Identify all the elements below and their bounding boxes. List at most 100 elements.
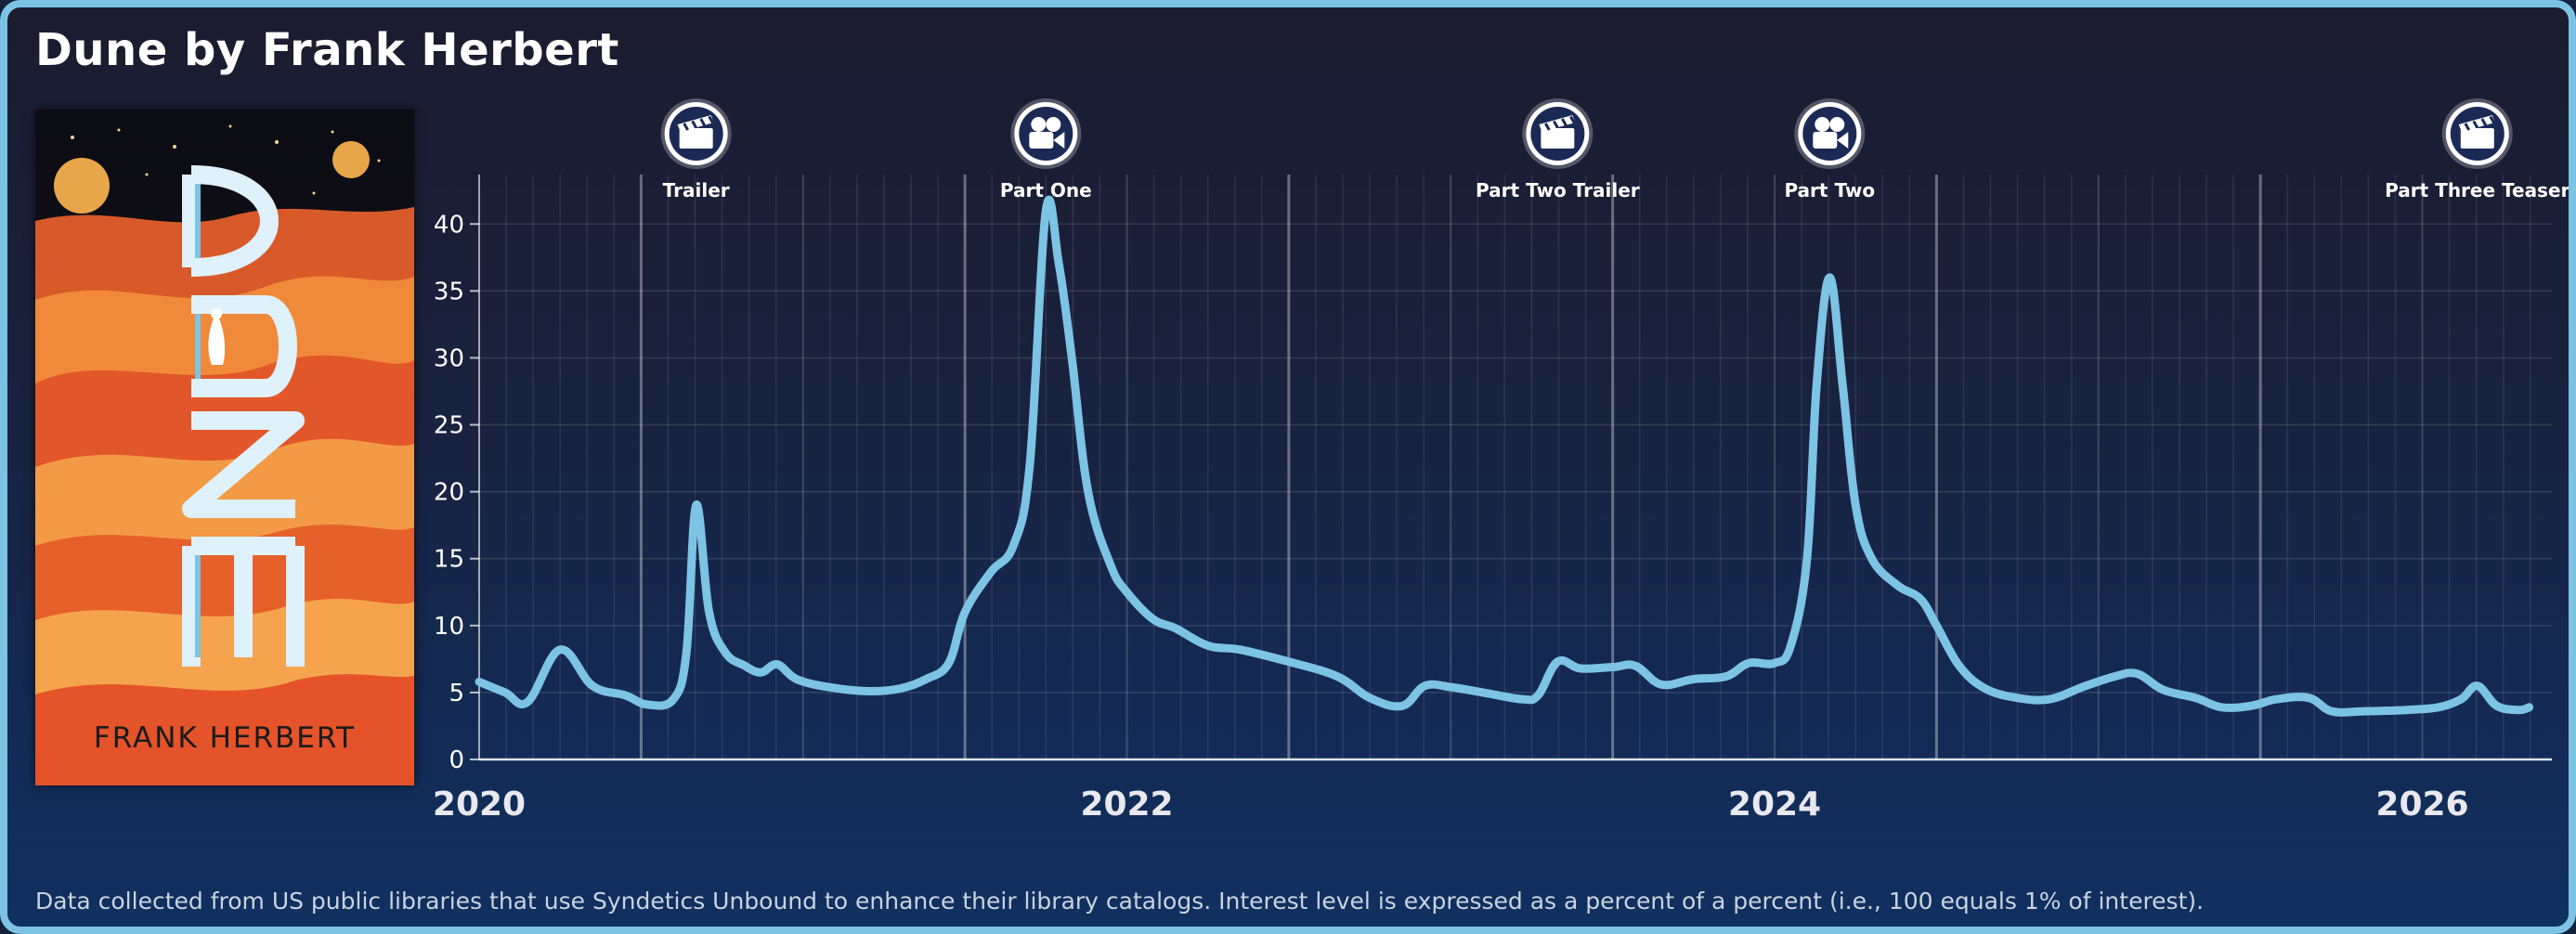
data-point xyxy=(1336,676,1338,678)
y-tick-label: 0 xyxy=(449,746,464,774)
data-point xyxy=(2363,710,2365,712)
clapper-stripe xyxy=(691,120,697,129)
chart-events: Trailer Part One Part Two Trailer Part Two P… xyxy=(660,98,2569,201)
y-tick-label: 5 xyxy=(449,680,464,707)
data-point xyxy=(1012,544,1014,546)
chart-grid xyxy=(479,175,2552,760)
data-point xyxy=(2477,685,2478,687)
y-tick-label: 10 xyxy=(434,613,464,641)
film-camera-icon xyxy=(1813,117,1849,149)
data-point xyxy=(1935,625,1937,627)
data-point xyxy=(1401,705,1403,707)
page-title: Dune by Frank Herbert xyxy=(35,24,619,76)
data-point xyxy=(2163,689,2164,691)
data-point xyxy=(624,694,626,696)
data-point xyxy=(744,665,746,667)
clapper-body xyxy=(1541,128,1575,149)
data-point xyxy=(1789,644,1791,646)
camera-reel xyxy=(1815,117,1830,132)
chart-series xyxy=(475,195,2534,717)
data-point xyxy=(2496,705,2498,707)
y-tick-label: 20 xyxy=(434,479,464,507)
clapper-stripe xyxy=(683,123,689,131)
clapper-stripe xyxy=(699,118,706,126)
data-point xyxy=(776,664,778,666)
data-point xyxy=(964,611,966,613)
clapper-stripe xyxy=(2472,120,2479,129)
camera-lens xyxy=(1837,132,1849,149)
y-tick-label: 25 xyxy=(434,412,464,440)
data-point xyxy=(2405,709,2407,711)
y-tick-label: 35 xyxy=(434,278,464,305)
data-point xyxy=(1748,662,1750,664)
event-label: Part Two Trailer xyxy=(1476,179,1640,201)
camera-reel xyxy=(1031,117,1047,132)
camera-reel xyxy=(1829,117,1845,132)
camera-reel xyxy=(1046,117,1061,132)
data-point xyxy=(1521,698,1523,700)
data-point xyxy=(2017,697,2019,699)
clapperboard-icon xyxy=(677,115,714,149)
data-point xyxy=(1240,649,1242,651)
clapper-body xyxy=(679,128,713,149)
data-point xyxy=(828,686,830,688)
data-point xyxy=(1854,504,1856,506)
clapper-stripe xyxy=(1544,123,1551,131)
data-point xyxy=(1841,383,1843,385)
data-point xyxy=(1207,644,1209,646)
data-point xyxy=(1984,688,1986,690)
clapperboard-icon xyxy=(2458,115,2496,149)
event-marker: Trailer xyxy=(660,98,732,201)
camera-body xyxy=(1813,132,1838,149)
data-point xyxy=(1693,678,1695,680)
data-point xyxy=(1897,585,1899,587)
data-point xyxy=(1288,661,1290,663)
data-point xyxy=(2250,705,2252,707)
data-point xyxy=(1029,464,1031,466)
data-point xyxy=(592,685,593,687)
data-point xyxy=(1828,277,1830,279)
data-point xyxy=(527,701,528,703)
data-point xyxy=(1612,667,1614,668)
data-point xyxy=(1634,665,1636,667)
chart-axes: 0 5 10 15 20 25 30 35 40 2020 2022 2024 2026 xyxy=(433,175,2552,824)
data-point xyxy=(2114,676,2115,678)
data-point xyxy=(1087,491,1089,493)
clapper-stripe xyxy=(2489,115,2496,124)
data-point xyxy=(2331,710,2333,712)
data-point xyxy=(685,652,687,654)
data-point xyxy=(724,652,726,654)
data-point xyxy=(1126,591,1127,593)
data-point xyxy=(1958,665,1960,667)
clapper-stripe xyxy=(2464,123,2471,131)
book-cover-image: FRANK HERBERT xyxy=(35,110,414,785)
data-point xyxy=(990,571,992,573)
data-point xyxy=(796,678,798,680)
data-point xyxy=(1725,676,1727,678)
x-tick-label: 2026 xyxy=(2375,785,2468,824)
event-marker: Part Two xyxy=(1784,98,1875,201)
data-point xyxy=(1110,564,1112,566)
clapper-stripe xyxy=(1569,115,1576,124)
data-point xyxy=(1151,618,1153,620)
event-marker: Part One xyxy=(1000,98,1092,201)
data-point xyxy=(2460,698,2462,700)
interest-chart: 0 5 10 15 20 25 30 35 40 2020 2022 2024 2026 Trailer… xyxy=(433,98,2569,824)
data-point xyxy=(1482,692,1484,694)
event-label: Part One xyxy=(1000,179,1092,201)
data-point xyxy=(504,692,506,694)
data-point xyxy=(559,649,561,651)
data-point xyxy=(867,690,868,692)
clapper-stripe xyxy=(2480,118,2488,126)
clapper-body xyxy=(2460,128,2494,149)
event-marker: Part Two Trailer xyxy=(1476,98,1640,201)
data-point xyxy=(1919,598,1921,600)
data-point xyxy=(2137,673,2139,675)
data-point xyxy=(646,704,648,706)
data-point xyxy=(1175,628,1177,629)
data-point xyxy=(1871,558,1873,560)
data-point xyxy=(2049,698,2050,700)
event-label: Part Two xyxy=(1784,179,1875,201)
clapper-stripe xyxy=(1561,118,1568,126)
